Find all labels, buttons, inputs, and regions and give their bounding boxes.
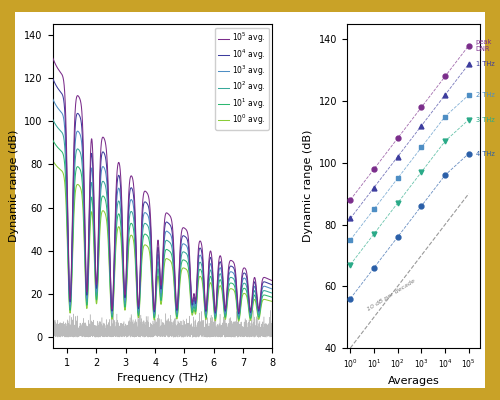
- $10^3$ avg.: [74, 129, 80, 134]
- X-axis label: Frequency (THz): Frequency (THz): [117, 373, 208, 383]
- $10^5$ avg.: [242, 266, 248, 270]
- $10^0$ avg.: [270, 299, 276, 304]
- $10^3$ avg.: [144, 211, 150, 216]
- $10^4$ avg.: [265, 281, 271, 286]
- $10^0$ avg.: [88, 216, 94, 221]
- $10^4$ avg.: [236, 311, 242, 316]
- FancyBboxPatch shape: [15, 12, 485, 388]
- $10^1$ avg.: [134, 290, 140, 295]
- Text: peak
DNR: peak DNR: [476, 39, 492, 52]
- $10^5$ avg.: [270, 278, 276, 283]
- Line: $10^2$ avg.: $10^2$ avg.: [52, 119, 272, 317]
- $10^3$ avg.: [242, 276, 248, 280]
- $10^4$ avg.: [50, 76, 56, 80]
- $10^2$ avg.: [50, 117, 56, 122]
- $10^1$ avg.: [236, 317, 242, 322]
- $10^5$ avg.: [88, 148, 94, 152]
- $10^4$ avg.: [144, 200, 150, 205]
- $10^4$ avg.: [270, 282, 276, 287]
- $10^5$ avg.: [265, 276, 271, 281]
- $10^0$ avg.: [50, 158, 56, 163]
- Line: $10^1$ avg.: $10^1$ avg.: [52, 140, 272, 319]
- $10^3$ avg.: [236, 313, 242, 318]
- $10^1$ avg.: [74, 164, 80, 169]
- $10^1$ avg.: [50, 137, 56, 142]
- Text: 4 THz: 4 THz: [476, 151, 494, 157]
- $10^2$ avg.: [134, 286, 140, 290]
- Y-axis label: Dynamic range (dB): Dynamic range (dB): [303, 130, 313, 242]
- $10^2$ avg.: [265, 290, 271, 294]
- $10^1$ avg.: [265, 294, 271, 298]
- $10^5$ avg.: [236, 309, 242, 314]
- $10^5$ avg.: [144, 190, 150, 194]
- $10^0$ avg.: [265, 298, 271, 303]
- $10^1$ avg.: [242, 286, 248, 291]
- $10^2$ avg.: [74, 146, 80, 151]
- $10^5$ avg.: [134, 272, 140, 276]
- Text: 3 THz: 3 THz: [476, 117, 494, 123]
- X-axis label: Averages: Averages: [388, 376, 439, 386]
- $10^4$ avg.: [134, 276, 140, 281]
- $10^4$ avg.: [74, 111, 80, 116]
- $10^2$ avg.: [242, 281, 248, 286]
- $10^1$ avg.: [88, 203, 94, 208]
- $10^0$ avg.: [134, 295, 140, 300]
- Text: 1 THz: 1 THz: [476, 61, 494, 67]
- $10^5$ avg.: [50, 55, 56, 60]
- $10^0$ avg.: [236, 319, 242, 324]
- $10^3$ avg.: [134, 281, 140, 286]
- $10^2$ avg.: [88, 189, 94, 194]
- $10^3$ avg.: [270, 287, 276, 292]
- $10^1$ avg.: [144, 232, 150, 237]
- Line: $10^0$ avg.: $10^0$ avg.: [52, 160, 272, 321]
- $10^2$ avg.: [236, 315, 242, 320]
- Legend: $10^5$ avg., $10^4$ avg., $10^3$ avg., $10^2$ avg., $10^1$ avg., $10^0$ avg.: $10^5$ avg., $10^4$ avg., $10^3$ avg., $…: [216, 28, 268, 130]
- $10^3$ avg.: [265, 285, 271, 290]
- Text: 10 dB per decade: 10 dB per decade: [366, 279, 416, 312]
- $10^0$ avg.: [74, 182, 80, 187]
- $10^5$ avg.: [74, 93, 80, 98]
- Line: $10^5$ avg.: $10^5$ avg.: [52, 57, 272, 312]
- $10^1$ avg.: [270, 295, 276, 300]
- $10^4$ avg.: [88, 162, 94, 166]
- $10^2$ avg.: [270, 291, 276, 296]
- Line: $10^4$ avg.: $10^4$ avg.: [52, 78, 272, 314]
- $10^3$ avg.: [50, 96, 56, 101]
- $10^3$ avg.: [88, 175, 94, 180]
- Line: $10^3$ avg.: $10^3$ avg.: [52, 98, 272, 316]
- Y-axis label: Dynamic range (dB): Dynamic range (dB): [8, 130, 18, 242]
- $10^4$ avg.: [242, 271, 248, 276]
- Text: 2 THz: 2 THz: [476, 92, 494, 98]
- $10^0$ avg.: [242, 291, 248, 296]
- $10^0$ avg.: [144, 243, 150, 248]
- $10^2$ avg.: [144, 222, 150, 226]
